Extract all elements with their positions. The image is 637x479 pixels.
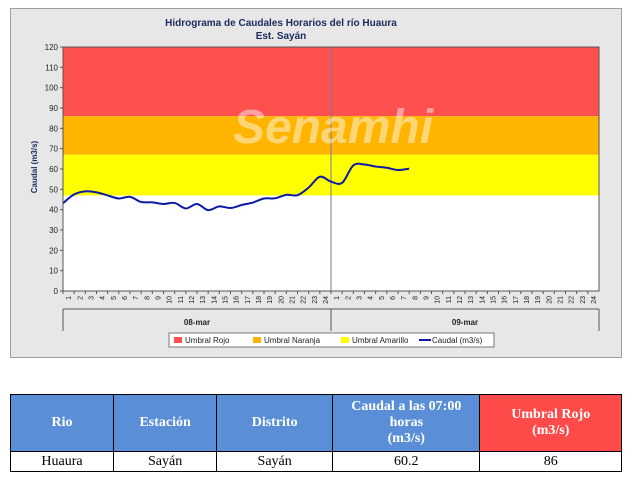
x-tick-label: 21 (289, 296, 296, 304)
chart-subtitle: Est. Sayán (256, 31, 307, 42)
hydrograph-chart: Hidrograma de Caudales Horarios del río … (30, 18, 600, 348)
x-tick-label: 3 (356, 296, 363, 300)
x-tick-label: 19 (535, 296, 542, 304)
legend-label: Umbral Amarillo (352, 336, 409, 345)
chart-panel: Hidrograma de Caudales Horarios del río … (10, 8, 622, 358)
x-tick-label: 7 (133, 296, 140, 300)
header-rio: Rio (9, 394, 115, 452)
y-tick-label: 50 (49, 185, 58, 194)
cell-estacion: Sayán (113, 451, 218, 472)
legend-label: Umbral Naranja (264, 336, 321, 345)
x-tick-label: 21 (557, 296, 564, 304)
x-tick-label: 7 (401, 296, 408, 300)
x-tick-label: 22 (569, 296, 576, 304)
cell-rio: Huaura (9, 451, 115, 472)
station-info-table: Rio Estación Distrito Caudal a las 07:00… (9, 394, 622, 472)
day-label: 08-mar (184, 318, 210, 327)
y-tick-label: 10 (49, 267, 58, 276)
watermark-logo: Senamhi (233, 101, 435, 154)
y-tick-label: 30 (49, 226, 58, 235)
legend-swatch (174, 337, 182, 343)
y-tick-label: 70 (49, 145, 58, 154)
y-tick-label: 60 (49, 165, 58, 174)
x-tick-label: 17 (245, 296, 252, 304)
x-tick-label: 18 (524, 296, 531, 304)
legend-box (168, 332, 495, 348)
y-tick-label: 120 (45, 43, 59, 52)
y-tick-label: 20 (49, 246, 58, 255)
x-tick-label: 2 (77, 296, 84, 300)
x-tick-label: 22 (301, 296, 308, 304)
x-tick-label: 12 (457, 296, 464, 304)
y-tick-label: 110 (45, 63, 58, 72)
x-tick-label: 14 (479, 296, 486, 304)
x-tick-label: 13 (468, 296, 475, 304)
header-distrito: Distrito (216, 394, 334, 452)
x-tick-label: 5 (379, 296, 386, 300)
y-tick-label: 0 (54, 287, 59, 296)
table-row: Huaura Sayán Sayán 60.2 86 (9, 451, 622, 472)
table-header-row: Rio Estación Distrito Caudal a las 07:00… (9, 394, 622, 452)
y-tick-label: 90 (49, 104, 58, 113)
chart-title: Hidrograma de Caudales Horarios del río … (165, 18, 397, 29)
x-tick-label: 6 (390, 296, 397, 300)
x-tick-label: 10 (167, 296, 174, 304)
cell-umbral-rojo: 86 (479, 451, 622, 472)
x-tick-label: 20 (278, 296, 285, 304)
legend-swatch (341, 337, 349, 343)
x-tick-label: 20 (546, 296, 553, 304)
x-tick-label: 16 (502, 296, 509, 304)
header-caudal-unit: (m3/s) (387, 431, 425, 446)
header-estacion: Estación (113, 394, 218, 452)
x-tick-label: 16 (234, 296, 241, 304)
x-tick-label: 15 (222, 296, 229, 304)
day-label: 09-mar (452, 318, 478, 327)
legend-swatch (253, 337, 261, 343)
cell-caudal: 60.2 (332, 451, 481, 472)
y-tick-label: 100 (45, 84, 59, 93)
x-tick-label: 18 (256, 296, 263, 304)
x-tick-label: 23 (312, 296, 319, 304)
y-axis-label: Caudal (m3/s) (30, 140, 39, 193)
x-tick-label: 8 (144, 296, 151, 300)
x-tick-label: 1 (66, 296, 73, 300)
legend-label: Umbral Rojo (185, 336, 230, 345)
x-tick-label: 24 (591, 296, 598, 304)
x-tick-label: 2 (345, 296, 352, 300)
x-tick-label: 6 (122, 296, 129, 300)
header-caudal-line1: Caudal a las 07:00 horas (351, 399, 462, 430)
x-tick-label: 12 (189, 296, 196, 304)
x-tick-label: 10 (435, 296, 442, 304)
y-tick-label: 80 (49, 124, 58, 133)
x-tick-label: 19 (267, 296, 274, 304)
x-tick-label: 3 (88, 296, 95, 300)
header-umbral-unit: (m3/s) (532, 423, 570, 438)
y-tick-label: 40 (49, 206, 58, 215)
x-tick-label: 24 (323, 296, 330, 304)
x-tick-label: 4 (368, 296, 375, 300)
x-tick-label: 23 (580, 296, 587, 304)
x-tick-label: 13 (200, 296, 207, 304)
x-tick-label: 9 (155, 296, 162, 300)
header-umbral-line1: Umbral Rojo (511, 407, 591, 422)
x-tick-label: 17 (513, 296, 520, 304)
x-tick-label: 1 (334, 296, 341, 300)
x-tick-label: 11 (446, 296, 453, 303)
x-tick-label: 8 (412, 296, 419, 300)
x-tick-label: 14 (211, 296, 218, 304)
x-tick-label: 15 (490, 296, 497, 304)
x-tick-label: 5 (111, 296, 118, 300)
x-tick-label: 4 (100, 296, 107, 300)
legend-label: Caudal (m3/s) (432, 336, 483, 345)
x-tick-label: 11 (178, 296, 185, 303)
header-umbral-rojo: Umbral Rojo (m3/s) (479, 394, 622, 452)
x-tick-label: 9 (423, 296, 430, 300)
header-caudal: Caudal a las 07:00 horas (m3/s) (332, 394, 481, 452)
series-line-caudal (62, 162, 410, 212)
cell-distrito: Sayán (216, 451, 334, 472)
